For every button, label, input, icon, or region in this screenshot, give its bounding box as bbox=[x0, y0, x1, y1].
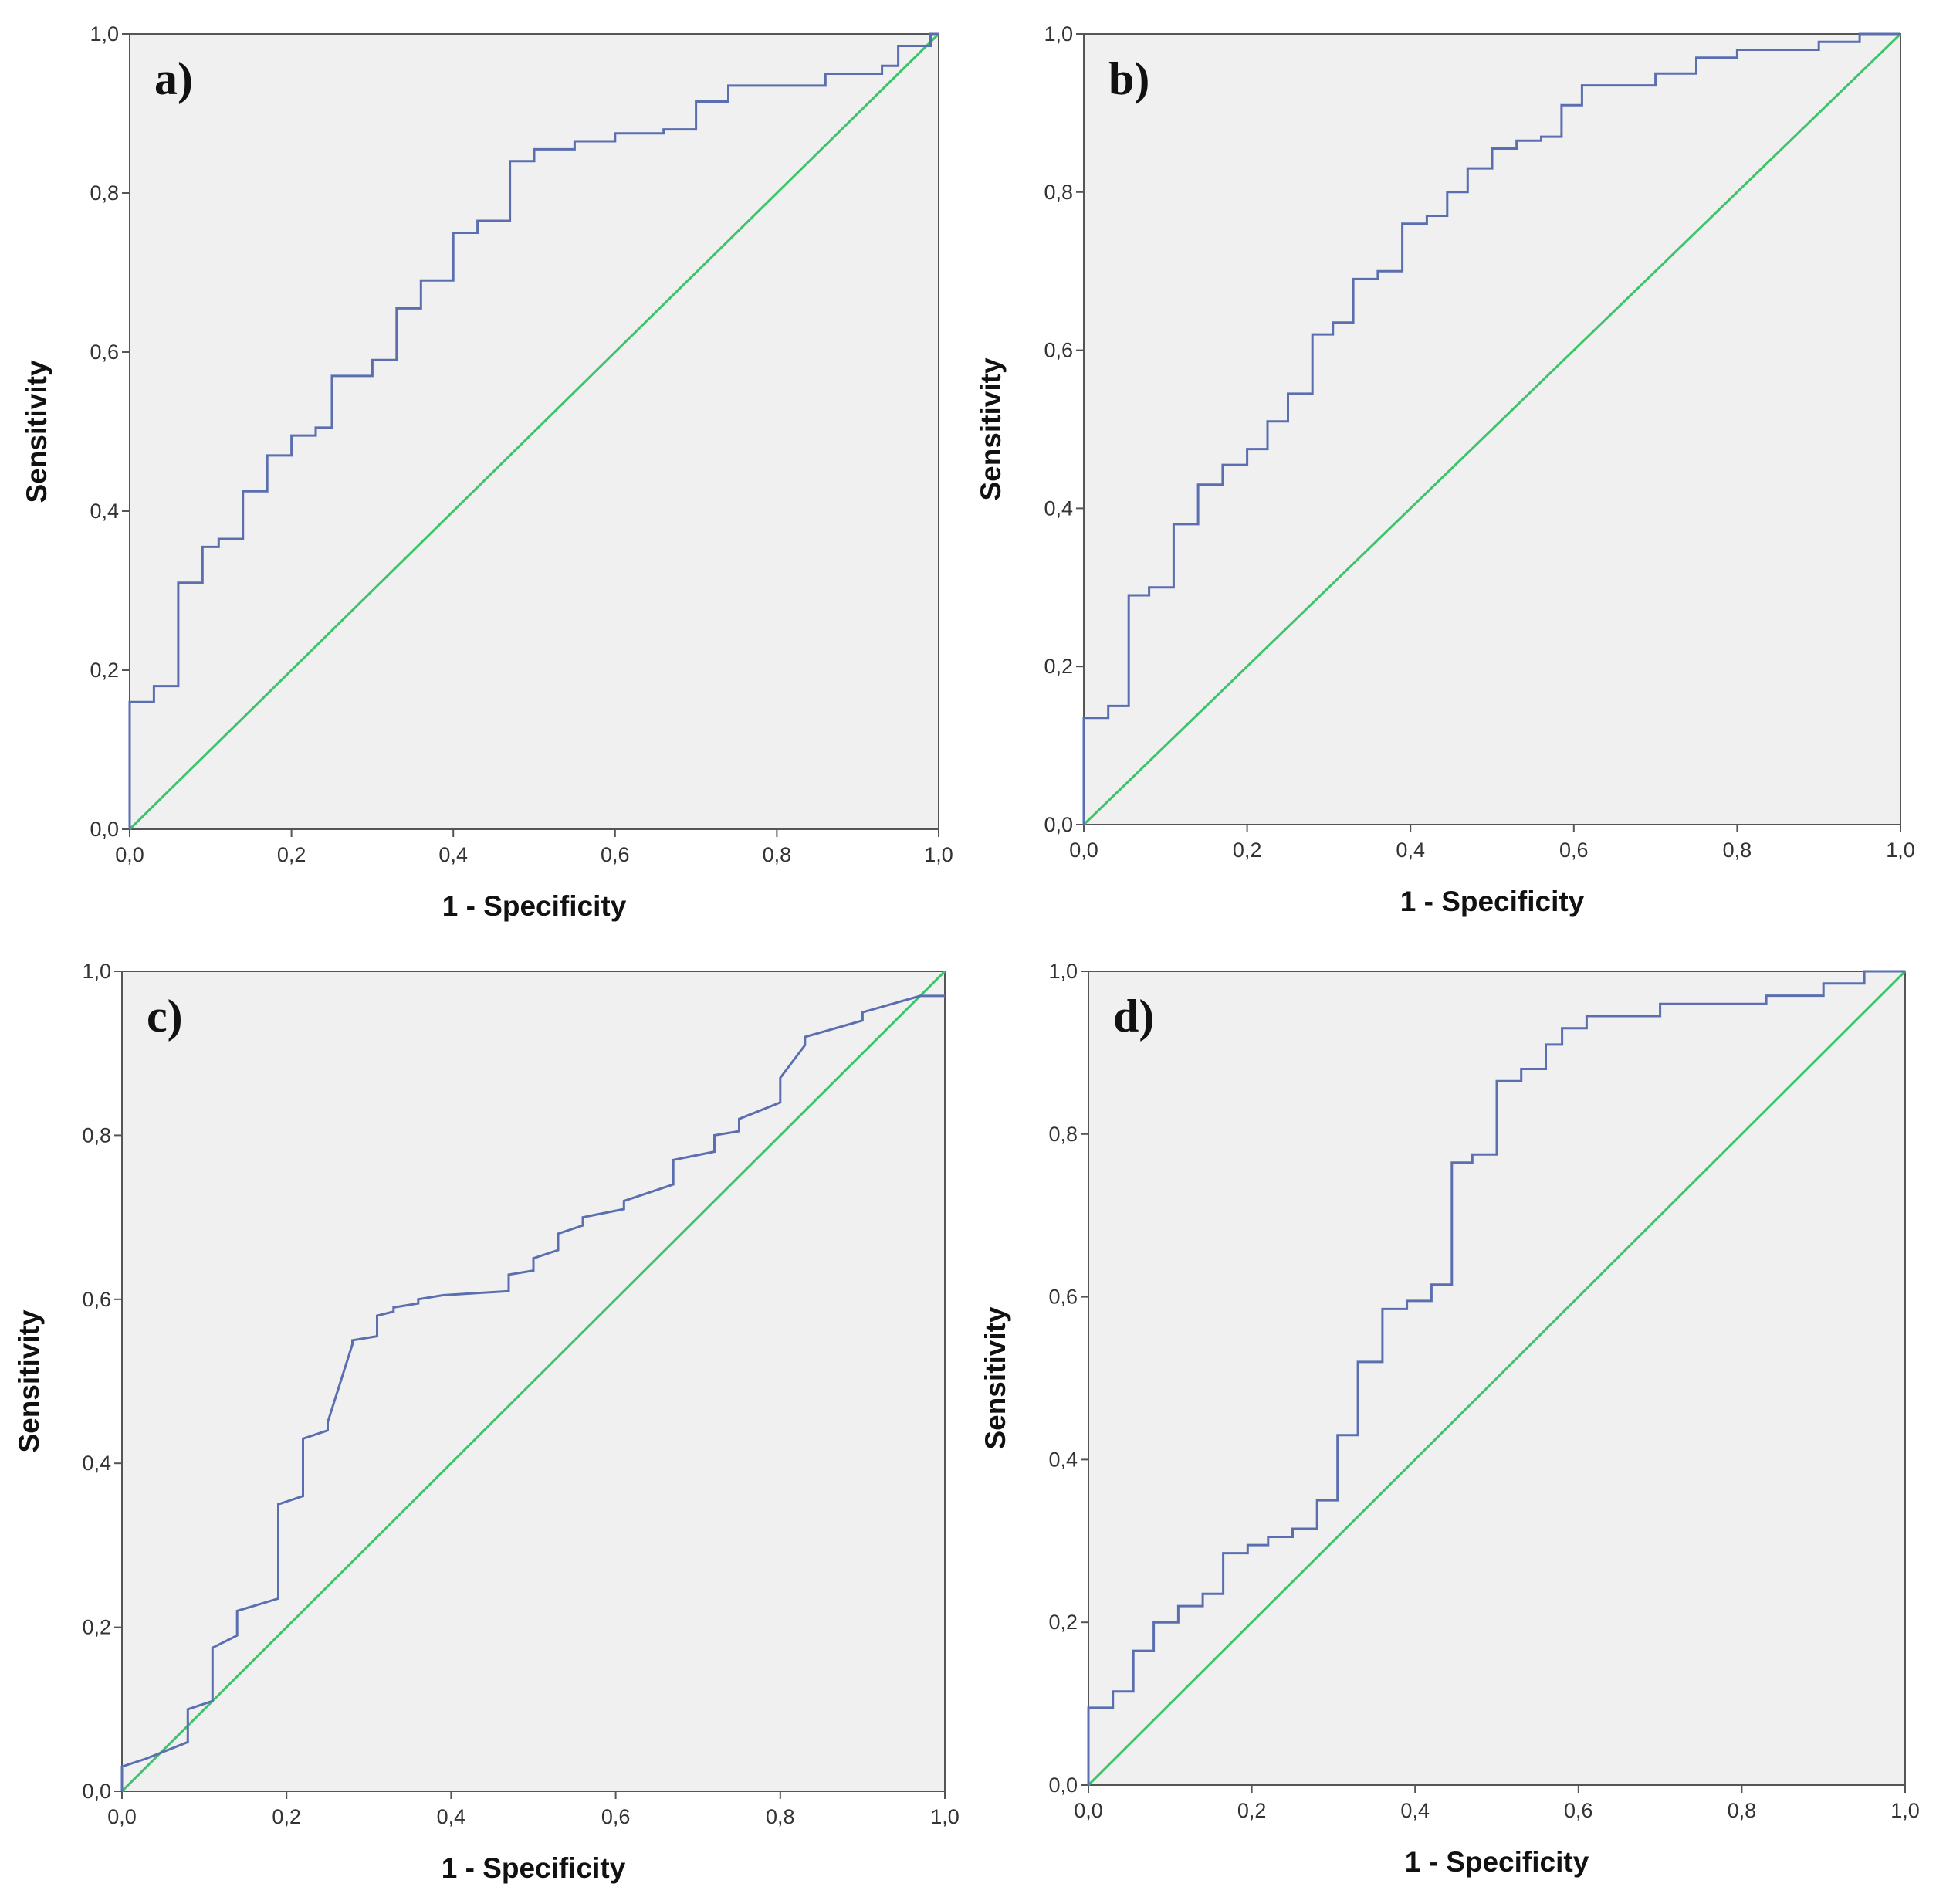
x-axis-label: 1 - Specificity bbox=[442, 890, 627, 922]
y-tick-label: 0,0 bbox=[1044, 813, 1073, 836]
y-tick-label: 0,8 bbox=[1048, 1123, 1078, 1146]
x-axis-label: 1 - Specificity bbox=[442, 1852, 626, 1884]
reference-line bbox=[128, 32, 940, 831]
y-axis-label: Sensitivity bbox=[21, 360, 52, 503]
roc-curve bbox=[128, 32, 939, 829]
reference-line bbox=[1087, 970, 1907, 1787]
y-axis-ticks: 0,0 0,2 0,4 0,6 0,8 1,0 bbox=[82, 960, 122, 1803]
x-axis-label: 1 - Specificity bbox=[1405, 1846, 1589, 1878]
y-tick-label: 1,0 bbox=[1044, 22, 1073, 46]
x-axis-ticks: 0,0 0,2 0,4 0,6 0,8 1,0 bbox=[1074, 1785, 1920, 1822]
x-tick-label: 0,4 bbox=[1396, 839, 1425, 862]
roc-curve bbox=[1082, 32, 1900, 825]
x-tick-label: 0,8 bbox=[766, 1805, 795, 1828]
panel-label: d) bbox=[1113, 991, 1154, 1042]
y-tick-label: 1,0 bbox=[82, 960, 111, 983]
y-tick-label: 0,6 bbox=[90, 340, 119, 364]
reference-line bbox=[1082, 32, 1902, 826]
x-tick-label: 1,0 bbox=[924, 843, 953, 866]
y-tick-label: 0,2 bbox=[1048, 1611, 1078, 1634]
y-axis-label: Sensitivity bbox=[975, 357, 1007, 500]
x-axis-ticks: 0,0 0,2 0,4 0,6 0,8 1,0 bbox=[107, 1791, 960, 1828]
panel-d: 0,0 0,2 0,4 0,6 0,8 1,0 0,0 0,2 0,4 0,6 0,8 1,0 d)… bbox=[980, 960, 1920, 1878]
x-tick-label: 0,2 bbox=[277, 843, 306, 866]
x-tick-label: 0,8 bbox=[1723, 839, 1752, 862]
x-tick-label: 0,6 bbox=[1564, 1799, 1593, 1822]
x-axis-ticks: 0,0 0,2 0,4 0,6 0,8 1,0 bbox=[115, 829, 953, 866]
reference-line bbox=[120, 970, 946, 1793]
y-axis-ticks: 0,0 0,2 0,4 0,6 0,8 1,0 bbox=[90, 22, 130, 841]
x-tick-label: 0,6 bbox=[1559, 839, 1589, 862]
y-tick-label: 0,2 bbox=[90, 659, 119, 682]
x-axis-label: 1 - Specificity bbox=[1400, 886, 1585, 917]
x-tick-label: 0,0 bbox=[115, 843, 144, 866]
x-tick-label: 0,2 bbox=[1237, 1799, 1267, 1822]
x-tick-label: 1,0 bbox=[1886, 839, 1915, 862]
panel-b: 0,0 0,2 0,4 0,6 0,8 1,0 0,0 0,2 0,4 0,6 0,8 1,0 b)… bbox=[975, 22, 1915, 917]
y-tick-label: 0,4 bbox=[90, 500, 119, 523]
x-tick-label: 0,8 bbox=[763, 843, 792, 866]
x-tick-label: 0,2 bbox=[272, 1805, 301, 1828]
y-tick-label: 0,2 bbox=[1044, 655, 1073, 678]
x-axis-ticks: 0,0 0,2 0,4 0,6 0,8 1,0 bbox=[1069, 825, 1915, 862]
x-tick-label: 0,4 bbox=[438, 843, 468, 866]
roc-curve bbox=[120, 994, 945, 1791]
y-tick-label: 1,0 bbox=[90, 22, 119, 46]
y-tick-label: 0,0 bbox=[82, 1780, 111, 1803]
x-tick-label: 0,0 bbox=[1069, 839, 1098, 862]
y-tick-label: 0,8 bbox=[90, 181, 119, 205]
x-tick-label: 0,6 bbox=[601, 1805, 631, 1828]
y-tick-label: 0,6 bbox=[82, 1288, 111, 1311]
y-tick-label: 0,6 bbox=[1044, 339, 1073, 362]
y-axis-ticks: 0,0 0,2 0,4 0,6 0,8 1,0 bbox=[1044, 22, 1084, 836]
y-tick-label: 0,0 bbox=[90, 818, 119, 841]
panel-label: c) bbox=[147, 991, 183, 1042]
panel-a: 0,0 0,2 0,4 0,6 0,8 1,0 0,0 0,2 0,4 0,6 0,8 1,0 a)… bbox=[21, 22, 953, 922]
x-tick-label: 0,2 bbox=[1233, 839, 1262, 862]
roc-curve bbox=[1087, 970, 1905, 1785]
y-axis-ticks: 0,0 0,2 0,4 0,6 0,8 1,0 bbox=[1048, 960, 1088, 1797]
y-tick-label: 0,4 bbox=[1044, 496, 1073, 520]
y-axis-label: Sensitivity bbox=[13, 1309, 45, 1452]
y-tick-label: 0,0 bbox=[1048, 1774, 1078, 1797]
x-tick-label: 0,6 bbox=[601, 843, 630, 866]
y-tick-label: 0,4 bbox=[1048, 1448, 1078, 1471]
x-tick-label: 1,0 bbox=[930, 1805, 960, 1828]
y-tick-label: 0,8 bbox=[82, 1123, 111, 1147]
panel-label: a) bbox=[154, 53, 193, 104]
panel-label: b) bbox=[1108, 53, 1149, 104]
y-tick-label: 0,6 bbox=[1048, 1286, 1078, 1309]
y-tick-label: 0,4 bbox=[82, 1452, 111, 1475]
panel-c: 0,0 0,2 0,4 0,6 0,8 1,0 0,0 0,2 0,4 0,6 0,8 1,0 c)… bbox=[13, 960, 960, 1884]
y-tick-label: 0,8 bbox=[1044, 181, 1073, 204]
x-tick-label: 0,4 bbox=[437, 1805, 466, 1828]
x-tick-label: 0,0 bbox=[1074, 1799, 1103, 1822]
x-tick-label: 0,4 bbox=[1400, 1799, 1430, 1822]
x-tick-label: 1,0 bbox=[1890, 1799, 1920, 1822]
x-tick-label: 0,0 bbox=[107, 1805, 137, 1828]
x-tick-label: 0,8 bbox=[1728, 1799, 1757, 1822]
y-tick-label: 1,0 bbox=[1048, 960, 1078, 983]
y-axis-label: Sensitivity bbox=[980, 1306, 1011, 1449]
y-tick-label: 0,2 bbox=[82, 1616, 111, 1639]
